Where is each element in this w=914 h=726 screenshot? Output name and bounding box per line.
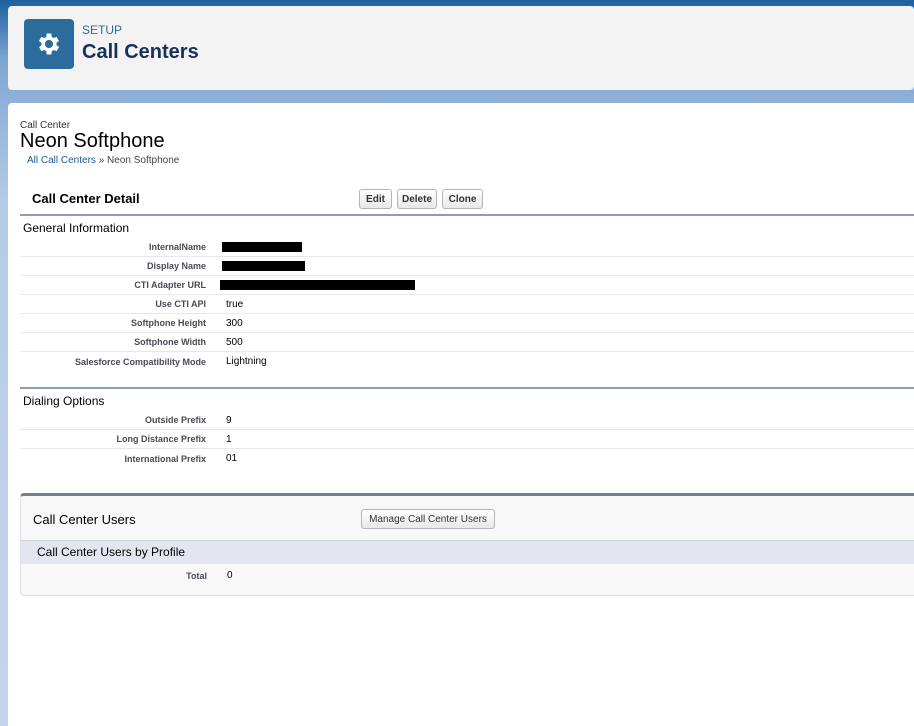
field-label: Softphone Height	[131, 318, 206, 328]
field-value: 01	[226, 453, 238, 464]
call-center-users-section: Call Center Users Manage Call Center Use…	[20, 493, 914, 596]
field-label: InternalName	[148, 242, 206, 252]
breadcrumb-separator: »	[98, 155, 105, 166]
field-row: Use CTI API true	[20, 295, 914, 314]
users-by-profile-heading: Call Center Users by Profile	[21, 540, 914, 564]
page-title: Call Centers	[82, 41, 199, 63]
field-row: Softphone Width 500	[20, 333, 914, 352]
field-value: 500	[226, 336, 243, 348]
total-label: Total	[186, 570, 207, 581]
field-value: Lightning	[226, 356, 267, 367]
field-label: Long Distance Prefix	[116, 434, 206, 444]
clone-button[interactable]: Clone	[442, 189, 483, 209]
page-header: SETUP Call Centers	[8, 6, 914, 90]
field-row: International Prefix 01	[20, 449, 914, 468]
breadcrumb-current: Neon Softphone	[107, 155, 180, 166]
field-row: Outside Prefix 9	[20, 411, 914, 430]
main-content: Call Center Neon Softphone All Call Cent…	[8, 103, 914, 726]
field-label: Display Name	[146, 261, 206, 271]
field-row: CTI Adapter URL	[20, 276, 914, 295]
field-label: Outside Prefix	[144, 415, 206, 425]
field-value: true	[226, 298, 244, 310]
dialing-options-section: Dialing Options Outside Prefix 9 Long Dis…	[20, 387, 914, 468]
breadcrumb-link-all-call-centers[interactable]: All Call Centers	[27, 155, 96, 166]
section-heading: General Information	[23, 221, 130, 235]
field-label: Use CTI API	[155, 299, 206, 309]
users-title: Call Center Users	[33, 512, 136, 527]
field-label: International Prefix	[124, 453, 206, 464]
total-value: 0	[227, 570, 233, 581]
record-name: Neon Softphone	[20, 130, 165, 152]
field-label: Salesforce Compatibility Mode	[74, 356, 206, 367]
setup-label: SETUP	[82, 23, 123, 37]
field-value: 1	[226, 433, 232, 445]
field-row: Long Distance Prefix 1	[20, 430, 914, 449]
total-row: Total 0	[21, 566, 233, 585]
field-row: InternalName	[20, 238, 914, 257]
field-value: 9	[226, 414, 232, 426]
field-value: 300	[226, 317, 243, 329]
redacted-value	[222, 261, 305, 271]
redacted-value	[220, 280, 415, 290]
field-label: Softphone Width	[134, 337, 206, 347]
field-row: Softphone Height 300	[20, 314, 914, 333]
edit-button[interactable]: Edit	[359, 189, 392, 209]
detail-title: Call Center Detail	[32, 191, 140, 206]
field-row: Salesforce Compatibility Mode Lightning	[20, 352, 914, 371]
section-heading: Dialing Options	[23, 394, 105, 408]
field-label: CTI Adapter URL	[134, 280, 206, 290]
breadcrumb: All Call Centers » Neon Softphone	[27, 155, 179, 166]
manage-call-center-users-button[interactable]: Manage Call Center Users	[361, 509, 495, 529]
general-information-section: General Information InternalName Display…	[20, 214, 914, 371]
redacted-value	[222, 242, 302, 252]
delete-button[interactable]: Delete	[397, 189, 437, 209]
field-row: Display Name	[20, 257, 914, 276]
record-type: Call Center	[20, 120, 71, 131]
gear-icon	[24, 19, 74, 69]
